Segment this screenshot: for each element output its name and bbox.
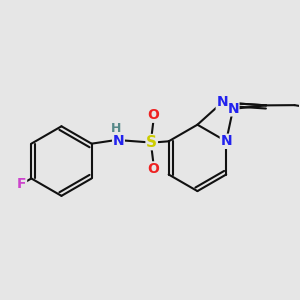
Text: F: F [17,177,26,191]
Text: N: N [220,134,232,148]
Text: N: N [227,102,239,116]
Text: H: H [111,122,121,135]
Text: O: O [147,108,159,122]
Text: O: O [147,162,159,176]
Text: S: S [146,135,157,150]
Text: N: N [216,95,228,110]
Text: N: N [113,134,124,148]
